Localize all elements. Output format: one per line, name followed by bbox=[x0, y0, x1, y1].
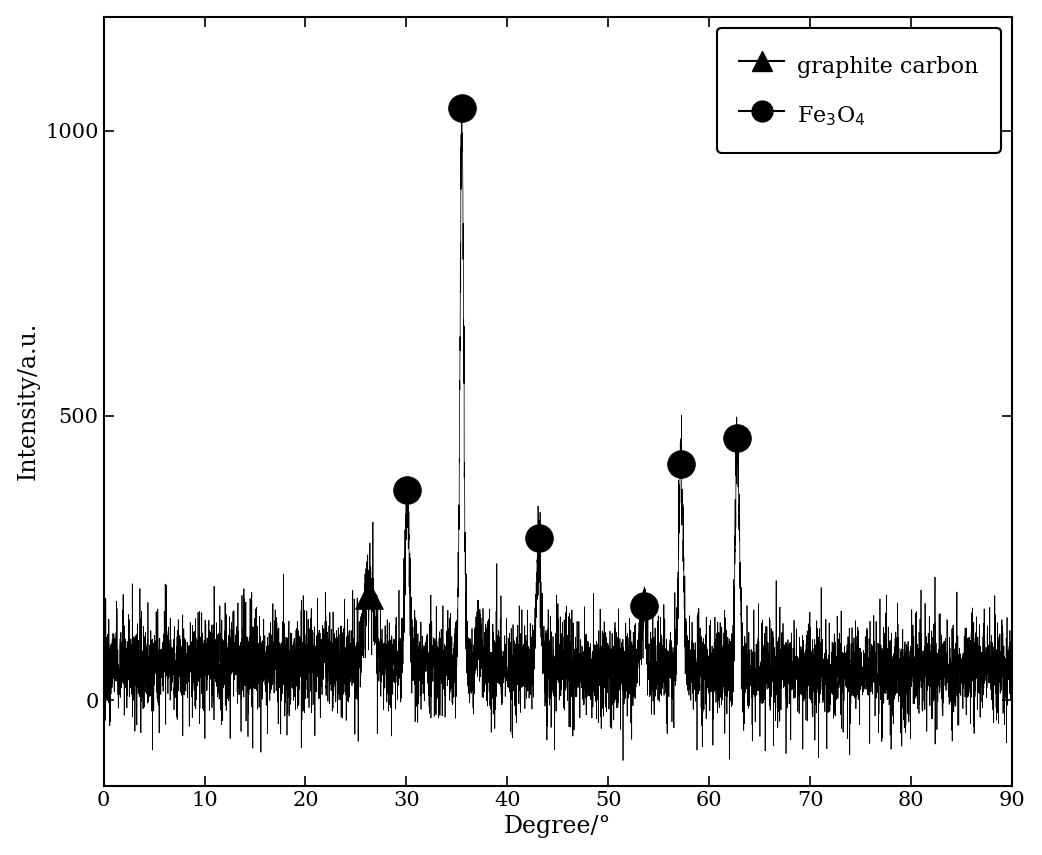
X-axis label: Degree/°: Degree/° bbox=[504, 816, 612, 839]
Legend: graphite carbon, Fe$_3$O$_4$: graphite carbon, Fe$_3$O$_4$ bbox=[717, 27, 1001, 153]
Y-axis label: Intensity/a.u.: Intensity/a.u. bbox=[17, 322, 40, 481]
